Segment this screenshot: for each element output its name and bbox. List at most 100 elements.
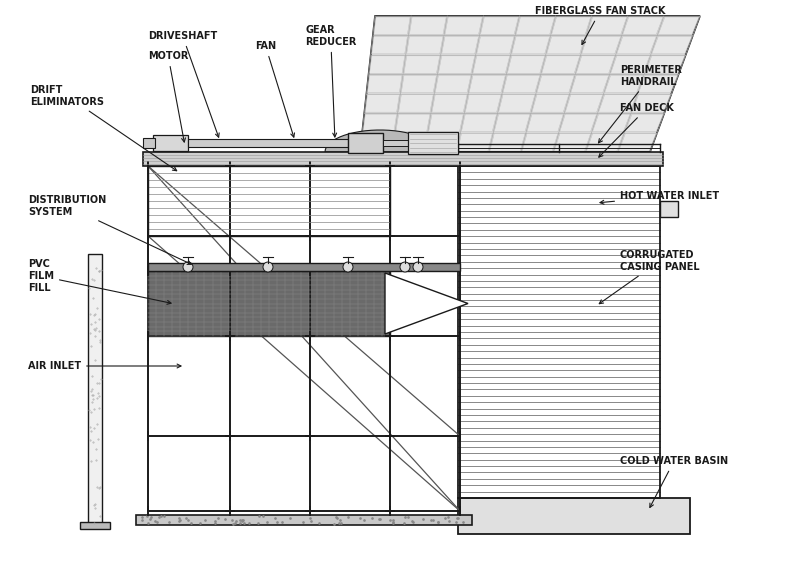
Text: DRIVESHAFT: DRIVESHAFT <box>148 31 219 137</box>
Polygon shape <box>466 95 501 112</box>
Polygon shape <box>432 95 467 112</box>
Polygon shape <box>458 134 492 151</box>
Polygon shape <box>325 130 650 152</box>
Polygon shape <box>522 134 558 151</box>
Polygon shape <box>532 95 569 112</box>
Text: FAN DECK: FAN DECK <box>599 103 674 157</box>
Polygon shape <box>566 95 602 112</box>
Bar <box>348 133 383 153</box>
Bar <box>143 152 663 166</box>
Polygon shape <box>494 114 530 131</box>
Circle shape <box>343 262 353 272</box>
Circle shape <box>183 262 193 272</box>
Polygon shape <box>626 114 663 131</box>
Polygon shape <box>617 36 656 54</box>
Text: FAN: FAN <box>255 41 294 137</box>
Polygon shape <box>402 75 437 93</box>
Polygon shape <box>385 273 468 334</box>
Polygon shape <box>429 114 463 131</box>
Polygon shape <box>503 75 540 93</box>
Polygon shape <box>512 36 550 54</box>
Polygon shape <box>622 17 663 35</box>
Text: DRIFT
ELIMINATORS: DRIFT ELIMINATORS <box>30 85 177 171</box>
Polygon shape <box>587 17 626 35</box>
Text: FIBERGLASS FAN STACK: FIBERGLASS FAN STACK <box>535 6 666 45</box>
Circle shape <box>263 262 273 272</box>
Text: DISTRIBUTION
SYSTEM: DISTRIBUTION SYSTEM <box>28 195 191 264</box>
Polygon shape <box>445 17 482 35</box>
Bar <box>660 201 678 217</box>
Polygon shape <box>582 36 621 54</box>
Polygon shape <box>363 114 397 131</box>
Polygon shape <box>645 56 685 73</box>
Polygon shape <box>537 75 574 93</box>
Bar <box>408 132 458 154</box>
Polygon shape <box>406 36 443 54</box>
Bar <box>148 166 390 236</box>
Text: AIR INLET: AIR INLET <box>28 361 181 371</box>
Polygon shape <box>552 17 590 35</box>
Polygon shape <box>473 56 510 73</box>
Text: COLD WATER BASIN: COLD WATER BASIN <box>620 456 728 508</box>
Polygon shape <box>438 56 474 73</box>
Bar <box>148 271 390 336</box>
Bar <box>188 139 348 147</box>
Text: PVC
FILM
FILL: PVC FILM FILL <box>28 259 171 305</box>
Polygon shape <box>477 36 514 54</box>
Circle shape <box>400 262 410 272</box>
Polygon shape <box>410 17 446 35</box>
Polygon shape <box>516 17 554 35</box>
Bar <box>143 138 155 148</box>
Bar <box>148 263 460 271</box>
Polygon shape <box>632 95 670 112</box>
Polygon shape <box>398 95 434 112</box>
Polygon shape <box>396 114 430 131</box>
Polygon shape <box>469 75 506 93</box>
Polygon shape <box>570 75 609 93</box>
Bar <box>153 135 188 151</box>
Polygon shape <box>360 16 700 152</box>
Polygon shape <box>576 56 614 73</box>
Polygon shape <box>527 114 563 131</box>
Polygon shape <box>598 95 637 112</box>
Polygon shape <box>560 114 597 131</box>
Polygon shape <box>618 134 656 151</box>
Polygon shape <box>542 56 580 73</box>
Polygon shape <box>372 36 407 54</box>
Polygon shape <box>593 114 630 131</box>
Bar <box>458 166 660 498</box>
Text: PERIMETER
HANDRAIL: PERIMETER HANDRAIL <box>598 65 682 143</box>
Polygon shape <box>586 134 623 151</box>
Bar <box>136 515 472 525</box>
Polygon shape <box>370 56 405 73</box>
Polygon shape <box>658 17 699 35</box>
Polygon shape <box>366 95 399 112</box>
Polygon shape <box>442 36 478 54</box>
Polygon shape <box>367 75 402 93</box>
Polygon shape <box>481 17 518 35</box>
Circle shape <box>413 262 423 272</box>
Polygon shape <box>610 56 650 73</box>
Polygon shape <box>435 75 471 93</box>
Polygon shape <box>374 17 410 35</box>
Polygon shape <box>426 134 459 151</box>
Polygon shape <box>638 75 678 93</box>
Polygon shape <box>462 114 497 131</box>
Polygon shape <box>361 134 394 151</box>
Polygon shape <box>507 56 545 73</box>
Polygon shape <box>652 36 692 54</box>
Text: CORRUGATED
CASING PANEL: CORRUGATED CASING PANEL <box>599 250 700 304</box>
Text: HOT WATER INLET: HOT WATER INLET <box>600 191 719 204</box>
Polygon shape <box>605 75 643 93</box>
Bar <box>80 522 110 529</box>
Bar <box>458 498 690 534</box>
Polygon shape <box>546 36 585 54</box>
Bar <box>88 254 102 524</box>
Polygon shape <box>404 56 440 73</box>
Polygon shape <box>554 134 590 151</box>
Polygon shape <box>490 134 525 151</box>
Text: GEAR
REDUCER: GEAR REDUCER <box>305 25 356 137</box>
Polygon shape <box>498 95 535 112</box>
Bar <box>383 140 408 146</box>
Text: MOTOR: MOTOR <box>148 51 188 142</box>
